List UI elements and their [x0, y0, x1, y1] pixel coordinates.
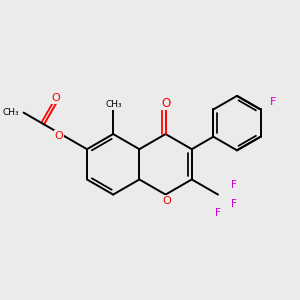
Text: F: F: [231, 199, 237, 209]
Text: CH₃: CH₃: [106, 100, 122, 109]
Text: O: O: [162, 196, 171, 206]
Text: CH₃: CH₃: [3, 108, 20, 117]
Text: O: O: [51, 93, 60, 103]
Text: F: F: [231, 180, 237, 190]
Text: O: O: [54, 131, 63, 141]
Text: F: F: [270, 97, 277, 107]
Text: F: F: [215, 208, 221, 218]
Text: O: O: [161, 97, 170, 110]
